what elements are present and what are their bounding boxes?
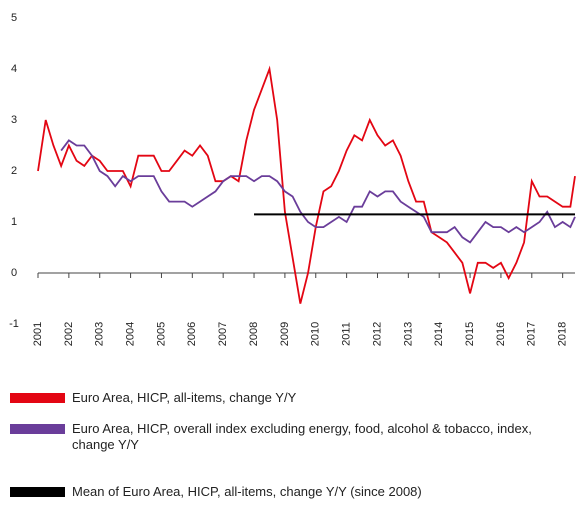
x-tick-label: 2008: [248, 322, 260, 346]
legend-swatch: [10, 424, 65, 434]
series-line: [37, 65, 576, 304]
y-tick-label: 1: [11, 216, 17, 228]
y-tick-label: 2: [11, 165, 17, 177]
legend-swatch: [10, 393, 65, 403]
x-tick-label: 2014: [433, 322, 445, 346]
y-tick-label: 5: [11, 12, 17, 24]
x-tick-label: 2009: [279, 322, 291, 346]
x-tick-label: 2012: [371, 322, 383, 346]
x-tick-label: 2017: [526, 322, 538, 346]
legend-label: Mean of Euro Area, HICP, all-items, chan…: [72, 484, 422, 499]
legend-label: Euro Area, HICP, all-items, change Y/Y: [72, 390, 297, 405]
x-tick-label: 2015: [464, 322, 476, 346]
x-tick-label: 2007: [217, 322, 229, 346]
x-tick-label: 2010: [310, 322, 322, 346]
legend-label: Euro Area, HICP, overall index excluding…: [72, 421, 532, 452]
x-tick-label: 2005: [155, 322, 167, 346]
x-tick-label: 2002: [63, 322, 75, 346]
y-tick-label: 3: [11, 114, 17, 126]
chart: -1 0 1 2 3 4 5 2001 2002 2003 2004 2005 2006 2007 2008…: [9, 12, 576, 346]
y-tick-label: 0: [11, 267, 17, 279]
y-tick-label: -1: [9, 318, 19, 330]
x-tick-label: 2004: [124, 322, 136, 346]
legend-swatch: [10, 487, 65, 497]
x-tick-label: 2016: [495, 322, 507, 346]
x-tick-label: 2006: [186, 322, 198, 346]
x-tick-label: 2001: [32, 322, 44, 346]
y-tick-label: 4: [11, 63, 17, 75]
x-tick-label: 2013: [402, 322, 414, 346]
series-line: [60, 139, 576, 244]
x-tick-label: 2018: [557, 322, 569, 346]
x-tick-label: 2003: [94, 322, 106, 346]
x-tick-label: 2011: [341, 322, 353, 346]
